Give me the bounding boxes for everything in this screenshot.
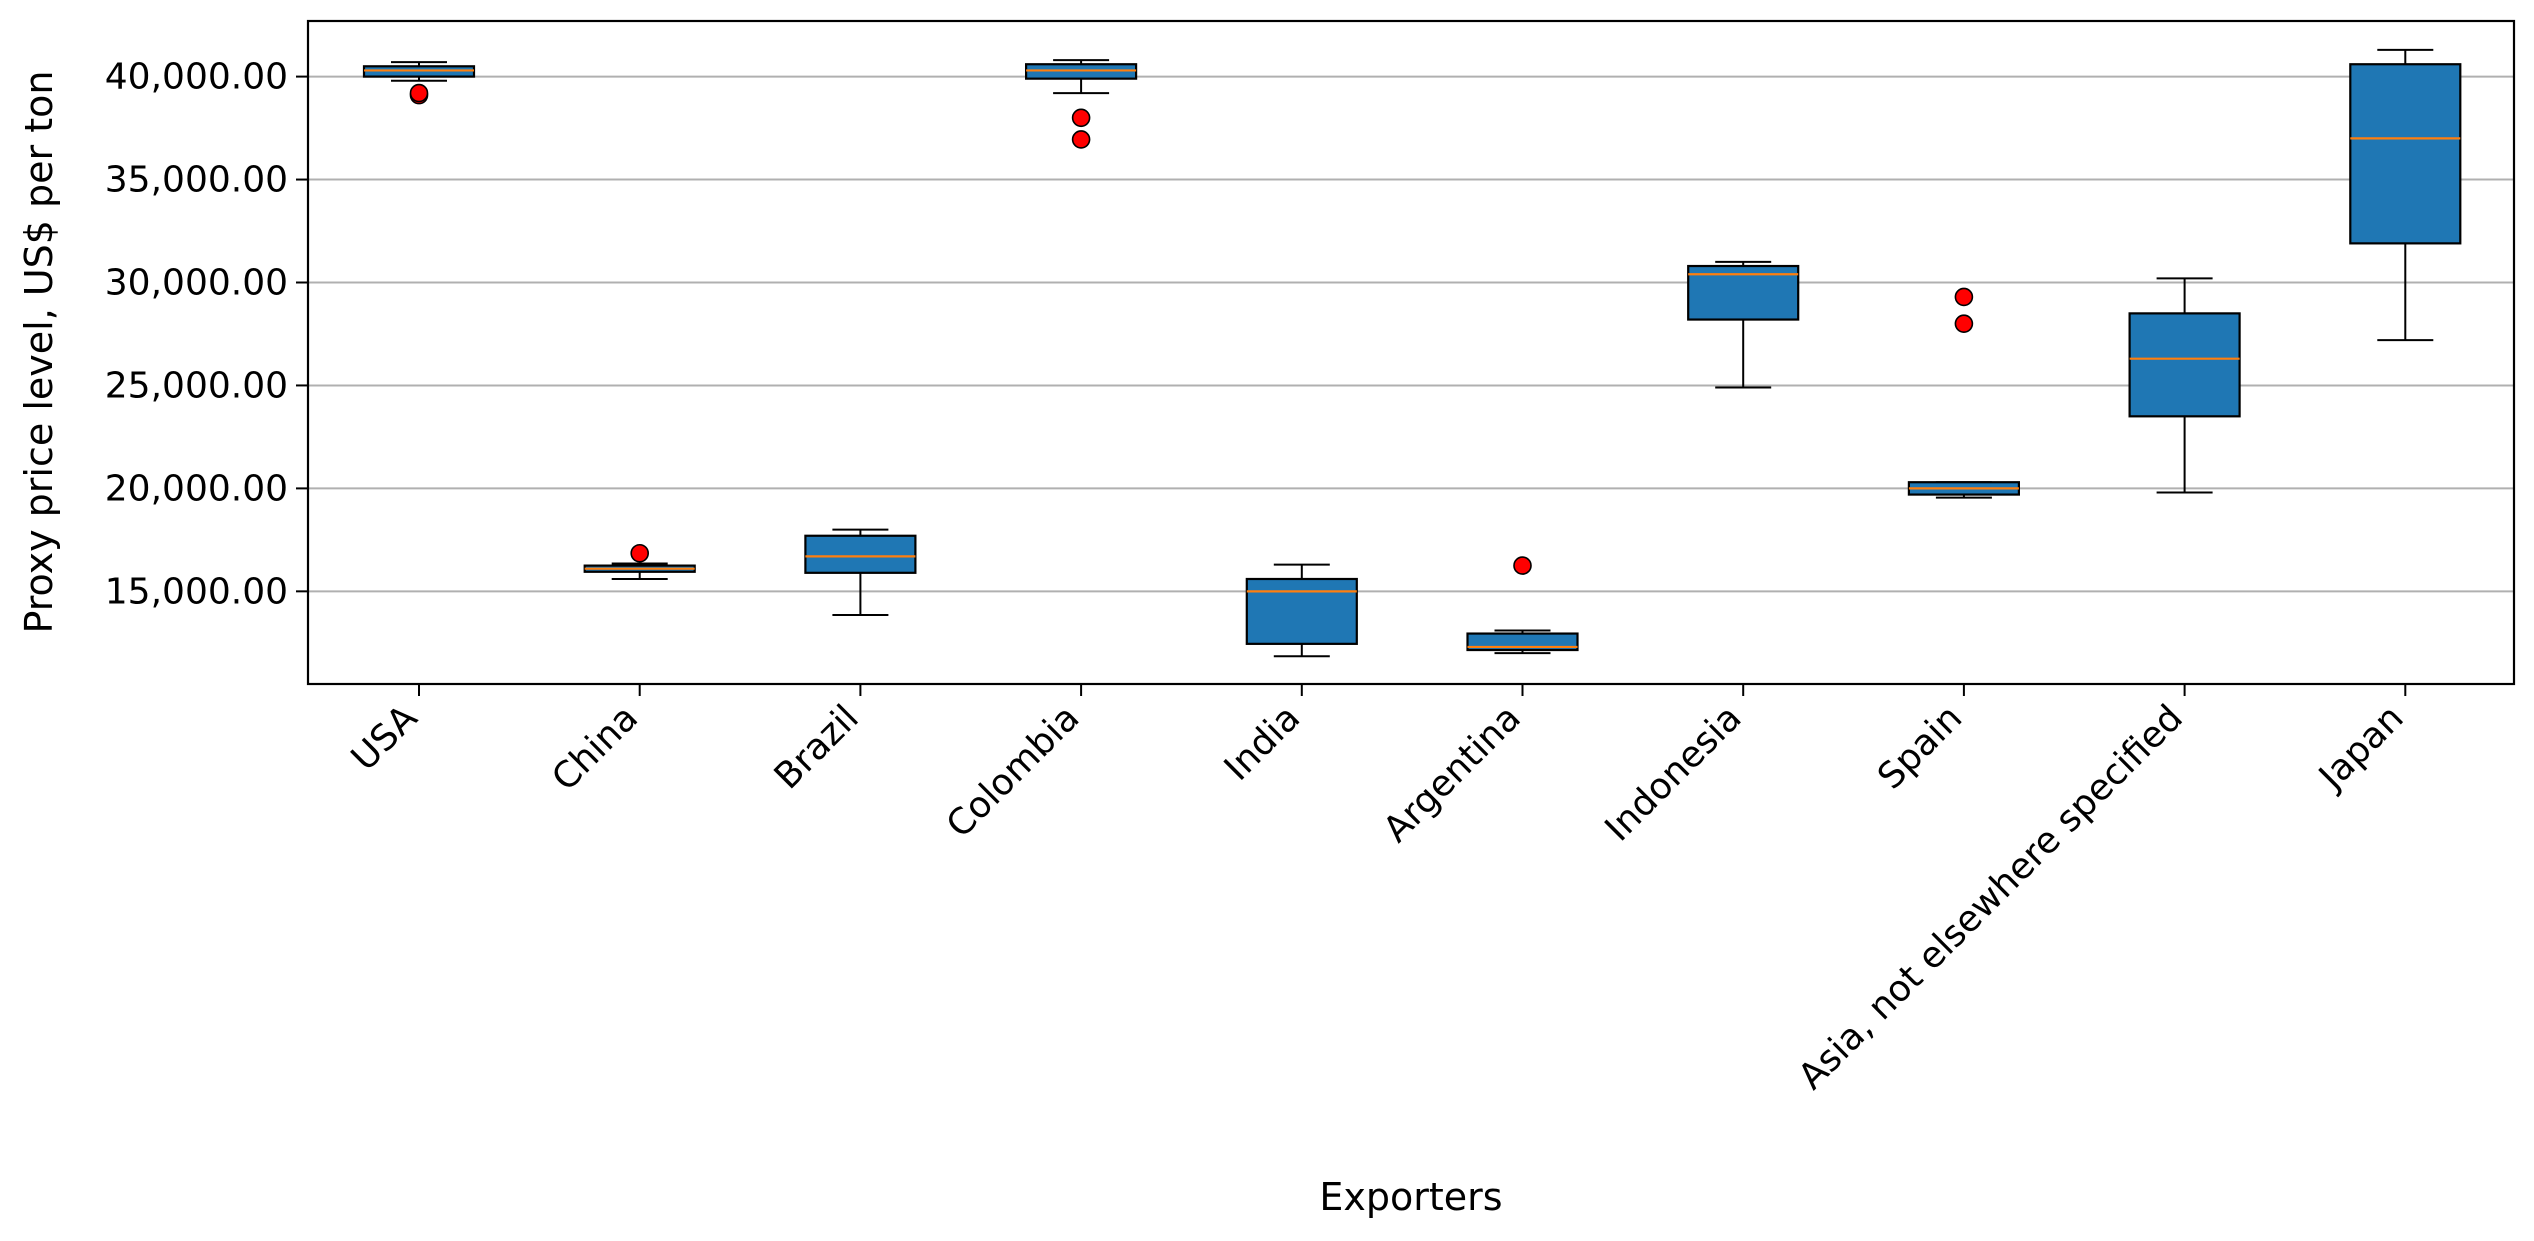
outlier-point [1071,130,1091,149]
x-tick-label: China [544,697,646,799]
box-group-argentina [1466,556,1579,655]
box-group-brazil [804,528,917,617]
outlier-point [1954,314,1974,333]
y-tick-label: 30,000.00 [105,262,288,303]
y-tick-label: 40,000.00 [105,57,288,98]
x-tick-label: USA [344,697,426,779]
box-group-asia-not-elsewhere-specified [2128,277,2241,494]
x-tick-label: Brazil [767,697,867,797]
box [804,534,917,574]
box-group-china [583,543,696,580]
x-axis-title: Exporters [1319,1175,1502,1219]
y-axis-title: Proxy price level, US$ per ton [17,71,61,634]
y-tick-label: 15,000.00 [105,571,288,612]
x-tick-label: Asia, not elsewhere specified [1791,697,2191,1097]
outlier-point [1071,108,1091,128]
y-tick-label: 25,000.00 [105,365,288,406]
box [2128,312,2241,418]
outlier-point [1513,556,1532,575]
box [1245,577,1358,645]
boxes [362,48,2462,658]
box-group-japan [2349,48,2462,342]
outlier-point [1954,287,1974,307]
box-group-spain [1907,287,2021,499]
y-tick-label: 20,000.00 [105,468,288,509]
x-tick-label: Spain [1870,697,1970,797]
box-group-usa [362,61,476,105]
x-tick-label: Indonesia [1597,697,1749,849]
box-group-colombia [1024,59,1138,149]
outlier-point [409,83,429,103]
y-tick-label: 35,000.00 [105,160,288,201]
outlier-point [630,543,650,563]
x-tick-label: India [1217,697,1308,788]
x-tick-label: Argentina [1376,697,1529,850]
box-group-indonesia [1687,260,1800,389]
box [2349,63,2462,245]
x-tick-label: Japan [2310,697,2411,798]
grid-lines [308,75,2514,593]
box-group-india [1245,563,1358,658]
plot-area-frame [306,19,2516,686]
axes: 15,000.00 20,000.00 25,000.00 30,000.00 35,0… [105,57,2412,1098]
x-tick-label: Colombia [939,697,1088,846]
